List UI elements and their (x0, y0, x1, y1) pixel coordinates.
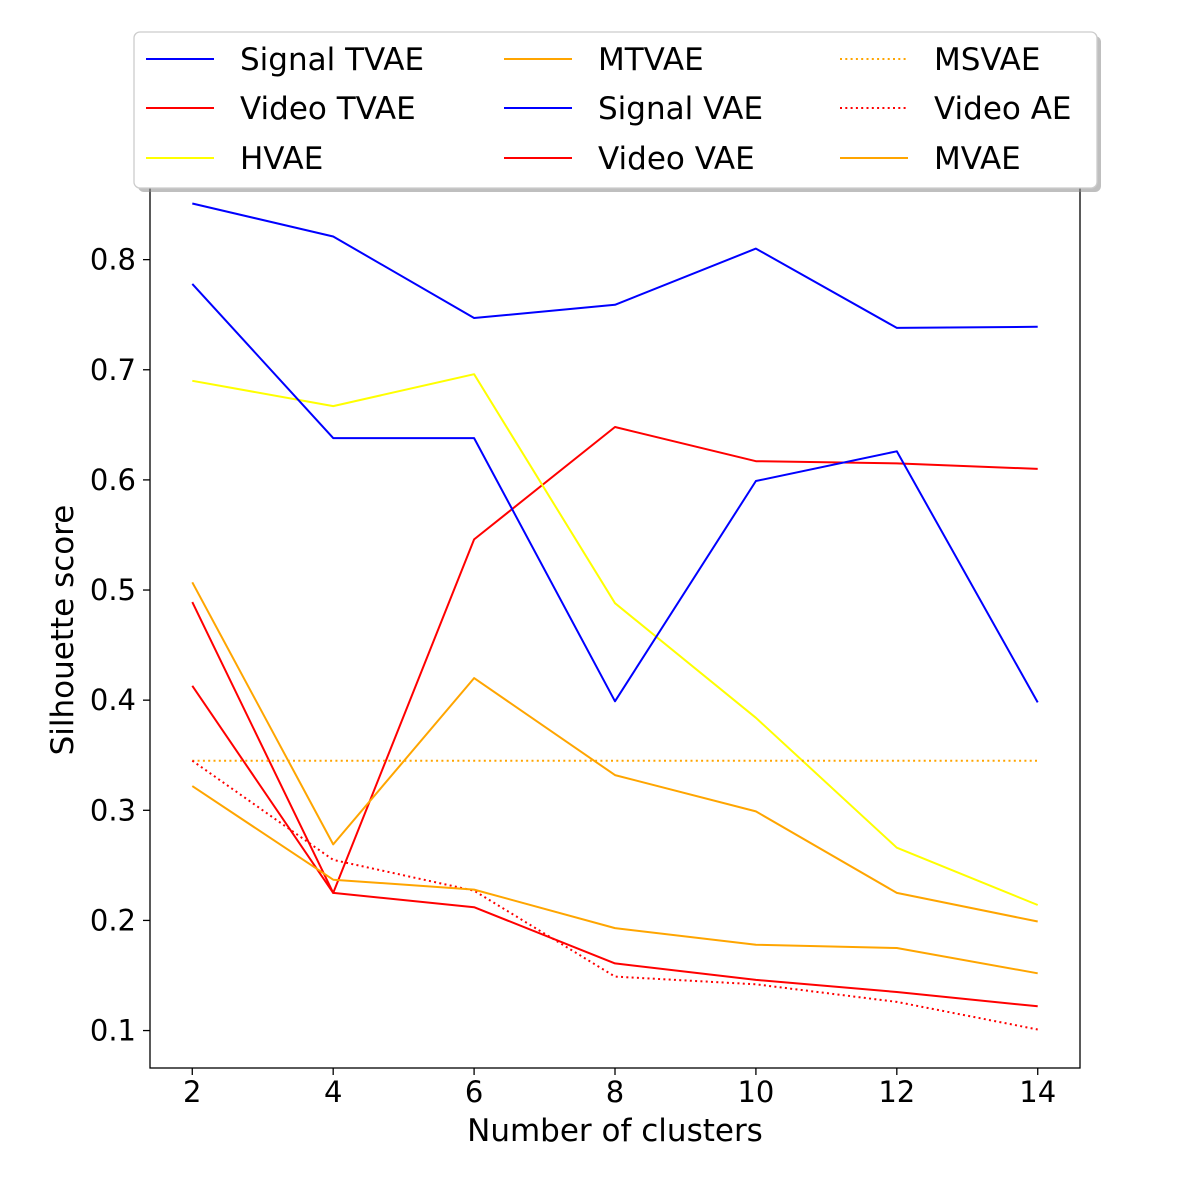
legend-label: MSVAE (934, 42, 1040, 78)
series-line-2 (192, 373, 1039, 906)
y-tick-label: 0.7 (90, 353, 136, 387)
legend-label: MTVAE (598, 42, 704, 78)
x-tick-label: 14 (1019, 1075, 1056, 1109)
x-tick-label: 6 (465, 1075, 483, 1109)
series-line-3 (191, 581, 1038, 923)
series-line-5 (191, 685, 1038, 1008)
series-line-7 (191, 759, 1038, 1031)
x-axis: 2 4 6 8 10 12 14 (183, 1068, 1056, 1109)
legend-frame (133, 31, 1098, 189)
x-tick-label: 10 (737, 1075, 774, 1109)
legend-items: Signal TVAE Video TVAE HVAE MTVAE Signal VAE… (146, 42, 1072, 177)
legend-label: MVAE (934, 141, 1021, 177)
legend-label: Signal VAE (598, 91, 763, 127)
legend-label: Video VAE (598, 141, 755, 177)
legend-label: Signal TVAE (240, 42, 424, 78)
plot-area (149, 143, 1081, 1069)
y-tick-label: 0.8 (90, 243, 136, 277)
y-axis-label: Silhouette score (45, 505, 81, 756)
y-tick-label: 0.2 (90, 903, 136, 937)
y-tick-label: 0.6 (90, 463, 136, 497)
x-tick-label: 8 (606, 1075, 624, 1109)
y-tick-label: 0.1 (90, 1014, 136, 1048)
series-line-4 (191, 283, 1039, 703)
x-tick-label: 2 (183, 1075, 201, 1109)
x-tick-label: 12 (878, 1075, 915, 1109)
x-axis-label: Number of clusters (467, 1113, 763, 1149)
legend-label: Video AE (934, 91, 1072, 127)
y-tick-label: 0.5 (90, 573, 136, 607)
y-tick-label: 0.3 (90, 793, 136, 827)
series-line-8 (191, 785, 1038, 975)
legend-label: HVAE (240, 141, 323, 177)
x-tick-label: 4 (324, 1075, 342, 1109)
series-layer (191, 202, 1039, 1031)
legend: Signal TVAE Video TVAE HVAE MTVAE Signal VAE… (133, 31, 1101, 192)
y-axis: 0.1 0.2 0.3 0.4 0.5 0.6 0.7 0.8 (90, 243, 150, 1048)
legend-label: Video TVAE (240, 91, 416, 127)
series-line-0 (192, 202, 1038, 329)
y-tick-label: 0.4 (90, 683, 136, 717)
